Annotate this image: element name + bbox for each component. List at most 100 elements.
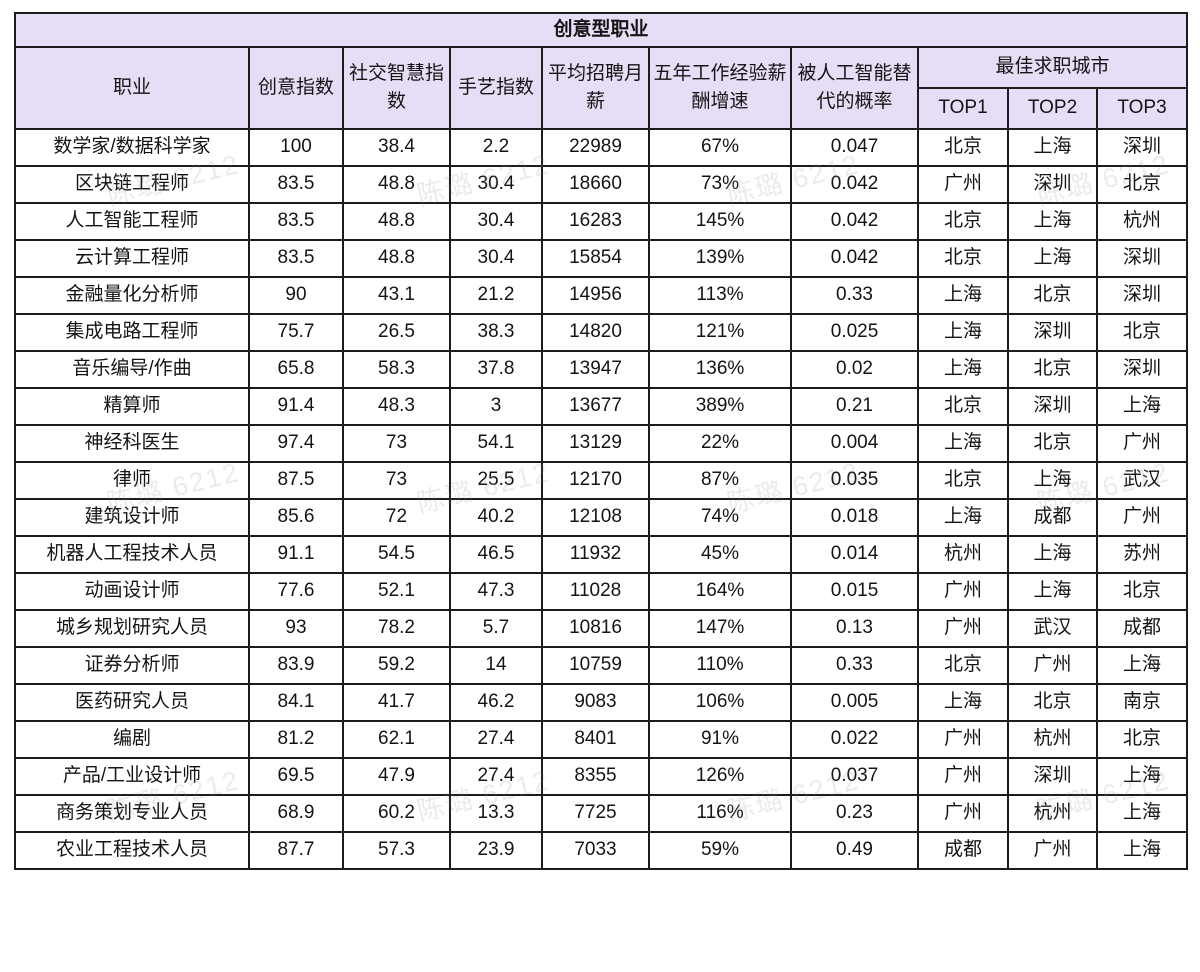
cell-five-year-salary-growth: 22%: [648, 424, 792, 463]
col-header-best-city-group: 最佳求职城市: [916, 46, 1189, 89]
table-row: 产品/工业设计师 69.5 47.9 27.4 8355 126% 0.037 广州 深圳 上海: [14, 757, 1189, 796]
cell-five-year-salary-growth: 87%: [648, 461, 792, 500]
cell-job: 编剧: [14, 720, 250, 759]
cell-social-intelligence-index: 57.3: [342, 831, 451, 870]
cell-craft-index: 14: [449, 646, 543, 685]
cell-five-year-salary-growth: 106%: [648, 683, 792, 722]
cell-craft-index: 30.4: [449, 202, 543, 241]
cell-social-intelligence-index: 48.8: [342, 165, 451, 204]
table-row: 城乡规划研究人员 93 78.2 5.7 10816 147% 0.13 广州 武汉 成都: [14, 609, 1189, 648]
cell-avg-monthly-salary: 11932: [541, 535, 650, 574]
cell-best-city-top2: 深圳: [1007, 313, 1098, 352]
cell-best-city-top2: 杭州: [1007, 794, 1098, 833]
table-row: 编剧 81.2 62.1 27.4 8401 91% 0.022 广州 杭州 北京: [14, 720, 1189, 759]
cell-social-intelligence-index: 43.1: [342, 276, 451, 315]
cell-ai-replacement-probability: 0.047: [790, 128, 919, 167]
cell-best-city-top2: 北京: [1007, 350, 1098, 389]
cell-job: 商务策划专业人员: [14, 794, 250, 833]
cell-five-year-salary-growth: 126%: [648, 757, 792, 796]
cell-best-city-top3: 深圳: [1095, 350, 1189, 389]
cell-best-city-top2: 上海: [1007, 535, 1098, 574]
cell-social-intelligence-index: 54.5: [342, 535, 451, 574]
cell-craft-index: 38.3: [449, 313, 543, 352]
cell-ai-replacement-probability: 0.042: [790, 202, 919, 241]
cell-best-city-top2: 深圳: [1007, 387, 1098, 426]
cell-creativity-index: 83.9: [248, 646, 344, 685]
cell-avg-monthly-salary: 13129: [541, 424, 650, 463]
cell-ai-replacement-probability: 0.02: [790, 350, 919, 389]
cell-best-city-top2: 北京: [1007, 276, 1098, 315]
col-header-job: 职业: [14, 46, 250, 130]
cell-creativity-index: 90: [248, 276, 344, 315]
cell-creativity-index: 84.1: [248, 683, 344, 722]
cell-five-year-salary-growth: 139%: [648, 239, 792, 278]
cell-creativity-index: 91.1: [248, 535, 344, 574]
cell-social-intelligence-index: 48.8: [342, 202, 451, 241]
cell-craft-index: 23.9: [449, 831, 543, 870]
cell-ai-replacement-probability: 0.018: [790, 498, 919, 537]
cell-best-city-top3: 南京: [1095, 683, 1189, 722]
cell-five-year-salary-growth: 113%: [648, 276, 792, 315]
cell-craft-index: 27.4: [449, 720, 543, 759]
cell-avg-monthly-salary: 10816: [541, 609, 650, 648]
cell-five-year-salary-growth: 91%: [648, 720, 792, 759]
cell-best-city-top2: 上海: [1007, 461, 1098, 500]
cell-best-city-top2: 广州: [1007, 831, 1098, 870]
table-row: 数学家/数据科学家 100 38.4 2.2 22989 67% 0.047 北京 上海 深圳: [14, 128, 1189, 167]
cell-avg-monthly-salary: 18660: [541, 165, 650, 204]
cell-job: 云计算工程师: [14, 239, 250, 278]
cell-craft-index: 30.4: [449, 239, 543, 278]
cell-avg-monthly-salary: 13677: [541, 387, 650, 426]
city-rank-header-row: TOP1 TOP2 TOP3: [15, 87, 1189, 130]
cell-craft-index: 40.2: [449, 498, 543, 537]
cell-creativity-index: 85.6: [248, 498, 344, 537]
cell-job: 医药研究人员: [14, 683, 250, 722]
cell-five-year-salary-growth: 147%: [648, 609, 792, 648]
table-row: 金融量化分析师 90 43.1 21.2 14956 113% 0.33 上海 北京 深圳: [14, 276, 1189, 315]
cell-craft-index: 3: [449, 387, 543, 426]
title-row: 创意型职业: [13, 12, 1189, 48]
cell-five-year-salary-growth: 136%: [648, 350, 792, 389]
cell-best-city-top2: 成都: [1007, 498, 1098, 537]
cell-job: 音乐编导/作曲: [14, 350, 250, 389]
cell-avg-monthly-salary: 12170: [541, 461, 650, 500]
cell-best-city-top1: 北京: [917, 239, 1009, 278]
cell-job: 区块链工程师: [14, 165, 250, 204]
cell-five-year-salary-growth: 121%: [648, 313, 792, 352]
column-header-row: 职业 创意指数 社交智慧指数 手艺指数 平均招聘月薪 五年工作经验薪酬增速 被人…: [14, 46, 1189, 130]
cell-best-city-top2: 上海: [1007, 128, 1098, 167]
cell-job: 精算师: [14, 387, 250, 426]
creative-jobs-table: 创意型职业 职业 创意指数 社交智慧指数 手艺指数 平均招聘月薪 五年工作经验薪…: [13, 12, 1189, 870]
cell-avg-monthly-salary: 10759: [541, 646, 650, 685]
cell-best-city-top1: 广州: [917, 609, 1009, 648]
cell-best-city-top1: 上海: [917, 313, 1009, 352]
table-row: 人工智能工程师 83.5 48.8 30.4 16283 145% 0.042 北京 上海 杭州: [14, 202, 1189, 241]
cell-best-city-top3: 上海: [1095, 831, 1189, 870]
cell-best-city-top3: 广州: [1095, 424, 1189, 463]
cell-best-city-top2: 杭州: [1007, 720, 1098, 759]
table-row: 云计算工程师 83.5 48.8 30.4 15854 139% 0.042 北京 上海 深圳: [14, 239, 1189, 278]
cell-creativity-index: 69.5: [248, 757, 344, 796]
cell-best-city-top3: 武汉: [1095, 461, 1189, 500]
cell-creativity-index: 77.6: [248, 572, 344, 611]
cell-ai-replacement-probability: 0.042: [790, 165, 919, 204]
cell-ai-replacement-probability: 0.005: [790, 683, 919, 722]
cell-best-city-top2: 上海: [1007, 572, 1098, 611]
cell-social-intelligence-index: 73: [342, 461, 451, 500]
cell-ai-replacement-probability: 0.025: [790, 313, 919, 352]
cell-best-city-top1: 上海: [917, 683, 1009, 722]
cell-craft-index: 21.2: [449, 276, 543, 315]
cell-creativity-index: 100: [248, 128, 344, 167]
cell-best-city-top2: 武汉: [1007, 609, 1098, 648]
table-row: 精算师 91.4 48.3 3 13677 389% 0.21 北京 深圳 上海: [14, 387, 1189, 426]
cell-social-intelligence-index: 38.4: [342, 128, 451, 167]
cell-best-city-top3: 广州: [1095, 498, 1189, 537]
cell-best-city-top3: 上海: [1095, 387, 1189, 426]
cell-craft-index: 30.4: [449, 165, 543, 204]
cell-best-city-top1: 北京: [917, 646, 1009, 685]
cell-best-city-top3: 上海: [1095, 794, 1189, 833]
cell-job: 动画设计师: [14, 572, 250, 611]
table-row: 集成电路工程师 75.7 26.5 38.3 14820 121% 0.025 上海 深圳 北京: [14, 313, 1189, 352]
cell-creativity-index: 91.4: [248, 387, 344, 426]
col-header-craft-index: 手艺指数: [449, 46, 543, 130]
